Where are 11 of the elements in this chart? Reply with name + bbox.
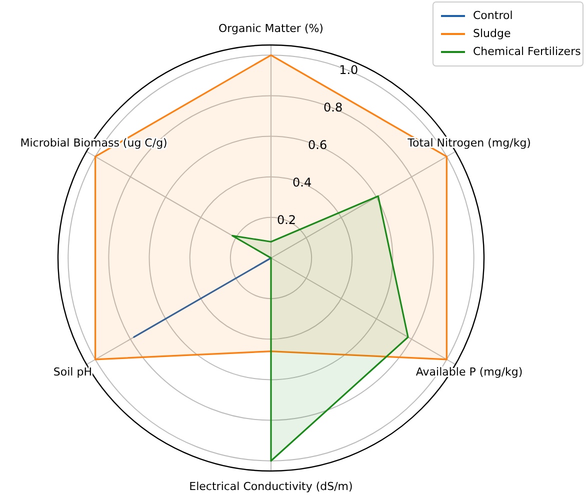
y-tick-label: 0.8	[324, 100, 343, 114]
spoke-label: Electrical Conductivity (dS/m)	[189, 480, 353, 494]
y-tick-label: 0.4	[292, 175, 312, 190]
legend-label: Chemical Fertilizers	[473, 45, 582, 58]
y-tick-label: 0.6	[308, 138, 328, 152]
y-tick-label: 0.2	[276, 212, 296, 227]
y-tick-label: 1.0	[339, 62, 358, 77]
spoke-label: Organic Matter (%)	[218, 22, 324, 36]
spoke-label: Soil pH	[53, 366, 92, 379]
legend-label: Control	[473, 9, 513, 22]
legend-label: Sludge	[473, 27, 511, 40]
